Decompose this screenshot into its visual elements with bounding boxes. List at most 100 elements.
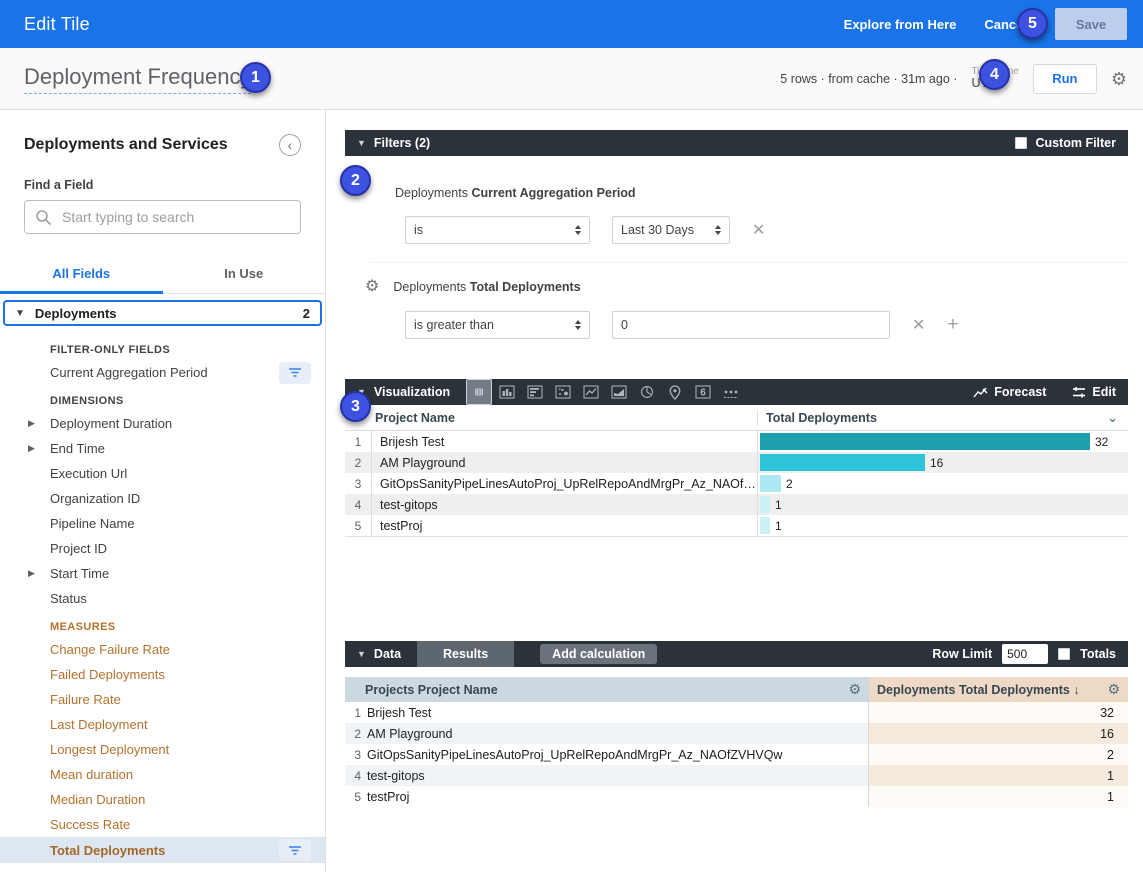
caret-right-icon[interactable]: ▶: [28, 418, 35, 428]
table-icon[interactable]: [466, 379, 493, 405]
field-label: Longest Deployment: [50, 742, 170, 757]
sidebar-field-organization-id[interactable]: Organization ID: [0, 486, 325, 511]
edit-viz-button[interactable]: Edit: [1072, 385, 1116, 399]
viz-table-row[interactable]: 5 testProj 1: [345, 515, 1128, 536]
sidebar-field-end-time[interactable]: ▶ End Time: [0, 436, 325, 461]
save-button[interactable]: Save: [1055, 8, 1127, 40]
bar-value-label: 32: [1095, 434, 1109, 449]
deployments-group-row[interactable]: ▼ Deployments 2: [3, 300, 322, 326]
settings-gear-icon[interactable]: ⚙: [1110, 68, 1127, 89]
viz-table-row[interactable]: 2 AM Playground 16: [345, 452, 1128, 473]
filter-operator-select[interactable]: is: [405, 216, 590, 244]
line-chart-icon[interactable]: [578, 379, 604, 405]
tab-all-fields[interactable]: All Fields: [0, 256, 163, 294]
sidebar-field-current-aggregation-period[interactable]: Current Aggregation Period: [0, 360, 325, 385]
group-count-badge: 2: [302, 305, 310, 321]
results-table-row[interactable]: 4 test-gitops 1: [345, 765, 1128, 786]
sidebar-field-status[interactable]: Status: [0, 586, 325, 611]
results-dim-header[interactable]: Projects Project Name ⚙: [345, 677, 869, 702]
deployment-bar[interactable]: [760, 475, 781, 492]
project-name-cell: test-gitops: [380, 497, 438, 512]
filter-value-select[interactable]: Last 30 Days: [612, 216, 730, 244]
data-header-bar[interactable]: ▼ Data Results Add calculation Row Limit…: [345, 641, 1128, 667]
caret-right-icon[interactable]: ▶: [28, 443, 35, 453]
visualization-header-bar[interactable]: ▼ Visualization 6 Forecast: [345, 379, 1128, 405]
bar-value-label: 2: [786, 476, 793, 491]
column-gear-icon[interactable]: ⚙: [1107, 681, 1120, 697]
sidebar-field-change-failure-rate[interactable]: Change Failure Rate: [0, 637, 325, 662]
scatter-chart-icon[interactable]: [550, 379, 576, 405]
forecast-button[interactable]: Forecast: [973, 385, 1046, 399]
explore-from-here-link[interactable]: Explore from Here: [843, 16, 957, 32]
column-gear-icon[interactable]: ⚙: [848, 681, 861, 697]
tab-in-use[interactable]: In Use: [224, 266, 264, 281]
collapse-sidebar-icon[interactable]: ‹: [279, 134, 301, 156]
filter-value-input[interactable]: [612, 311, 890, 339]
custom-filter-checkbox[interactable]: [1015, 137, 1028, 149]
search-input[interactable]: [62, 209, 290, 225]
filter-by-field-button[interactable]: [279, 361, 311, 384]
filter-by-field-button[interactable]: [279, 839, 311, 861]
area-chart-icon[interactable]: [606, 379, 632, 405]
add-calculation-button[interactable]: Add calculation: [540, 644, 658, 664]
more-icon[interactable]: [718, 379, 744, 405]
caret-right-icon[interactable]: ▶: [28, 568, 35, 578]
remove-filter-icon[interactable]: ✕: [912, 317, 926, 334]
single-value-icon[interactable]: 6: [690, 379, 716, 405]
collapse-data-icon[interactable]: ▼: [357, 649, 366, 659]
sidebar-tabs: All Fields In Use: [0, 256, 325, 294]
viz-measure-column-header[interactable]: Total Deployments ⌄: [757, 409, 1128, 426]
page-title[interactable]: Deployment Frequency: [24, 64, 252, 94]
results-measure-header[interactable]: Deployments Total Deployments ↓ ⚙: [869, 677, 1128, 702]
sidebar-field-execution-url[interactable]: Execution Url: [0, 461, 325, 486]
viz-table-row[interactable]: 4 test-gitops 1: [345, 494, 1128, 515]
main-panel: ▼ Filters (2) Custom Filter Deployments …: [327, 110, 1143, 872]
sidebar-field-start-time[interactable]: ▶ Start Time: [0, 561, 325, 586]
sidebar-field-failure-rate[interactable]: Failure Rate: [0, 687, 325, 712]
cancel-button[interactable]: Cancel: [984, 16, 1027, 32]
chevron-down-icon[interactable]: ⌄: [1107, 409, 1118, 425]
add-filter-value-icon[interactable]: +: [947, 314, 959, 335]
filter-gear-icon[interactable]: ⚙: [365, 278, 380, 295]
sidebar-field-longest-deployment[interactable]: Longest Deployment: [0, 737, 325, 762]
row-limit-input[interactable]: [1002, 644, 1049, 664]
results-table-row[interactable]: 2 AM Playground 16: [345, 723, 1128, 744]
results-tab[interactable]: Results: [417, 641, 515, 667]
field-search-box[interactable]: [24, 200, 301, 234]
sidebar-field-median-duration[interactable]: Median Duration: [0, 787, 325, 812]
viz-table-row[interactable]: 3 GitOpsSanityPipeLinesAutoProj_UpRelRepo…: [345, 473, 1128, 494]
results-table-row[interactable]: 3 GitOpsSanityPipeLinesAutoProj_UpRelRepo…: [345, 744, 1128, 765]
results-table-row[interactable]: 1 Brijesh Test 32: [345, 702, 1128, 723]
field-label: Status: [50, 591, 87, 606]
run-button[interactable]: Run: [1032, 63, 1097, 94]
total-deployments-cell: 32: [869, 702, 1128, 723]
sidebar-field-failed-deployments[interactable]: Failed Deployments: [0, 662, 325, 687]
column-chart-icon[interactable]: [494, 379, 520, 405]
sidebar-field-project-id[interactable]: Project ID: [0, 536, 325, 561]
bar-chart-icon[interactable]: [522, 379, 548, 405]
map-icon[interactable]: [662, 379, 688, 405]
deployment-bar[interactable]: [760, 496, 770, 513]
totals-checkbox[interactable]: [1058, 648, 1071, 660]
total-deployments-cell: 1: [869, 765, 1128, 786]
results-table-row[interactable]: 5 testProj 1: [345, 786, 1128, 807]
sidebar-field-success-rate[interactable]: Success Rate: [0, 812, 325, 837]
visualization-section: ▼ Visualization 6 Forecast: [345, 379, 1128, 537]
totals-label: Totals: [1080, 647, 1116, 661]
field-list: FILTER-ONLY FIELDS Current Aggregation Pe…: [0, 326, 325, 863]
remove-filter-icon[interactable]: ✕: [752, 222, 766, 239]
collapse-filters-icon[interactable]: ▼: [357, 138, 366, 148]
filters-header-bar[interactable]: ▼ Filters (2) Custom Filter: [345, 130, 1128, 156]
sidebar-field-deployment-duration[interactable]: ▶ Deployment Duration: [0, 411, 325, 436]
filter-operator-select[interactable]: is greater than: [405, 311, 590, 339]
viz-table-row[interactable]: 1 Brijesh Test 32: [345, 431, 1128, 452]
sidebar-field-mean-duration[interactable]: Mean duration: [0, 762, 325, 787]
deployment-bar[interactable]: [760, 517, 770, 534]
viz-dim-column-header[interactable]: Project Name: [375, 410, 455, 425]
deployment-bar[interactable]: [760, 454, 925, 471]
sidebar-field-total-deployments[interactable]: Total Deployments: [0, 837, 325, 863]
sidebar-field-pipeline-name[interactable]: Pipeline Name: [0, 511, 325, 536]
sidebar-field-last-deployment[interactable]: Last Deployment: [0, 712, 325, 737]
deployment-bar[interactable]: [760, 433, 1090, 450]
pie-chart-icon[interactable]: [634, 379, 660, 405]
